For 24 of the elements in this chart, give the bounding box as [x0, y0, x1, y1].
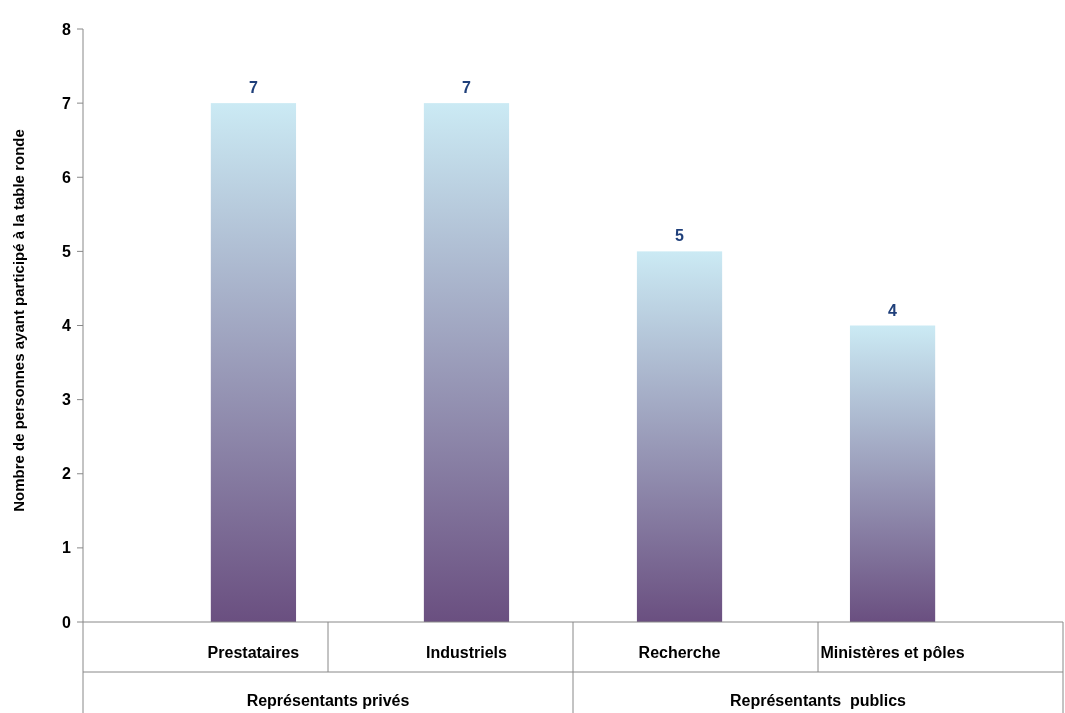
bar: [849, 325, 936, 622]
bar: [423, 103, 510, 622]
x-tick-label: Recherche: [638, 643, 721, 661]
text: Représentants publics: [729, 691, 907, 709]
y-tick-label: 5: [62, 242, 72, 260]
text: Représentants privés: [246, 691, 410, 709]
x-tick-label: Industriels: [426, 643, 508, 661]
y-tick-label: 3: [62, 391, 72, 409]
y-tick-label: 0: [62, 613, 72, 631]
data-label: 7: [248, 79, 258, 97]
x-tick-label: Prestataires: [207, 643, 300, 661]
y-tick-label: 6: [62, 168, 72, 186]
data-label: 4: [888, 301, 898, 319]
y-tick-label: 8: [62, 20, 72, 38]
y-axis-title: Nombre de personnes ayant participé à la table ronde: [10, 129, 27, 512]
bar: [210, 103, 297, 622]
y-tick-label: 7: [62, 94, 72, 112]
x-tick-label: Ministères et pôles: [820, 643, 965, 661]
data-label: 5: [675, 227, 685, 245]
y-tick-label: 2: [62, 465, 72, 483]
data-label: 7: [462, 79, 472, 97]
y-tick-label: 1: [62, 539, 72, 557]
y-tick-label: 4: [62, 317, 72, 335]
bar: [636, 251, 723, 622]
